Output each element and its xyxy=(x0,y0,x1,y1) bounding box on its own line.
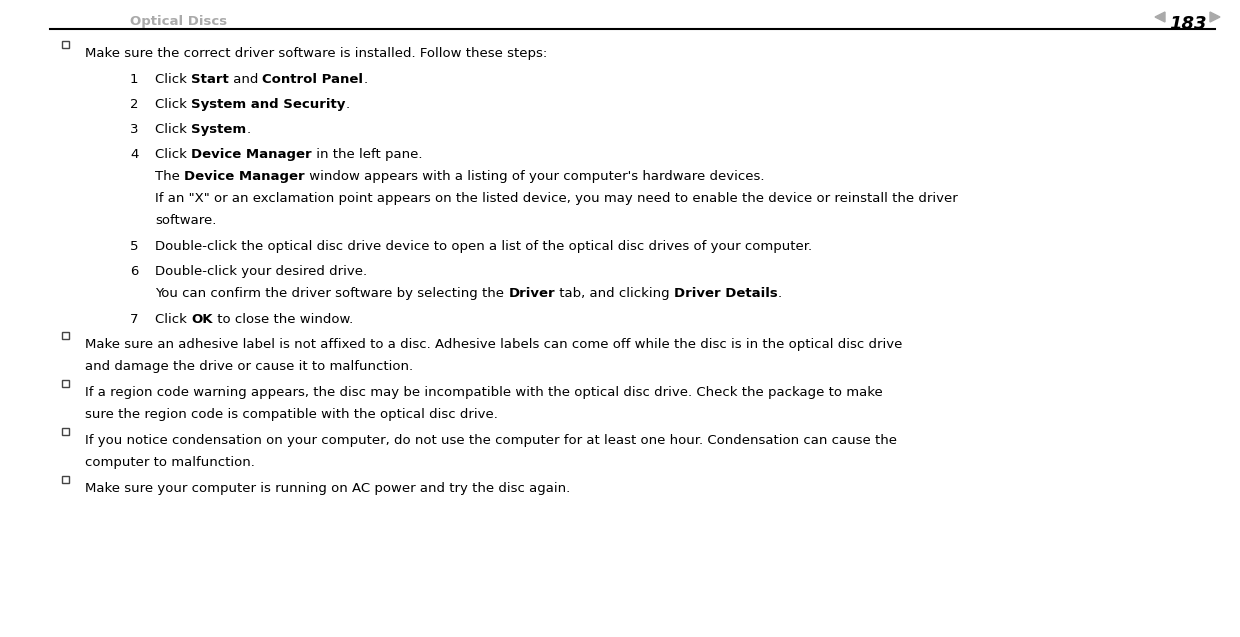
Bar xyxy=(62,476,69,483)
Text: to close the window.: to close the window. xyxy=(212,313,353,326)
Text: If an "X" or an exclamation point appears on the listed device, you may need to : If an "X" or an exclamation point appear… xyxy=(155,192,957,205)
Text: computer to malfunction.: computer to malfunction. xyxy=(86,456,255,469)
Text: 4: 4 xyxy=(130,148,139,161)
Text: Device Manager: Device Manager xyxy=(191,148,311,161)
Text: If a region code warning appears, the disc may be incompatible with the optical : If a region code warning appears, the di… xyxy=(86,386,883,399)
Text: .: . xyxy=(346,98,350,111)
Bar xyxy=(62,428,69,435)
Text: OK: OK xyxy=(191,313,212,326)
Text: 1: 1 xyxy=(130,73,139,86)
Text: If you notice condensation on your computer, do not use the computer for at leas: If you notice condensation on your compu… xyxy=(86,434,897,447)
Text: 3: 3 xyxy=(130,123,139,136)
Text: Control Panel: Control Panel xyxy=(263,73,363,86)
Text: 7: 7 xyxy=(130,313,139,326)
Text: Click: Click xyxy=(155,73,191,86)
Text: 2: 2 xyxy=(130,98,139,111)
Text: You can confirm the driver software by selecting the: You can confirm the driver software by s… xyxy=(155,287,508,300)
Text: Make sure the correct driver software is installed. Follow these steps:: Make sure the correct driver software is… xyxy=(86,47,547,60)
Text: .: . xyxy=(363,73,367,86)
Text: Optical Discs: Optical Discs xyxy=(130,15,227,28)
Text: Make sure your computer is running on AC power and try the disc again.: Make sure your computer is running on AC… xyxy=(86,482,570,495)
Text: Double-click your desired drive.: Double-click your desired drive. xyxy=(155,265,367,278)
Text: 6: 6 xyxy=(130,265,139,278)
Text: sure the region code is compatible with the optical disc drive.: sure the region code is compatible with … xyxy=(86,408,498,421)
Text: Click: Click xyxy=(155,98,191,111)
Text: Start: Start xyxy=(191,73,229,86)
Text: .: . xyxy=(777,287,781,300)
Bar xyxy=(62,380,69,387)
Text: Click: Click xyxy=(155,313,191,326)
Text: Make sure an adhesive label is not affixed to a disc. Adhesive labels can come o: Make sure an adhesive label is not affix… xyxy=(86,338,903,351)
Text: The: The xyxy=(155,170,184,183)
Bar xyxy=(62,41,69,48)
Text: Driver: Driver xyxy=(508,287,554,300)
Polygon shape xyxy=(1154,12,1166,22)
Text: software.: software. xyxy=(155,214,216,227)
Text: tab, and clicking: tab, and clicking xyxy=(554,287,673,300)
Text: in the left pane.: in the left pane. xyxy=(311,148,423,161)
Text: .: . xyxy=(247,123,250,136)
Text: Device Manager: Device Manager xyxy=(184,170,305,183)
Text: Click: Click xyxy=(155,123,191,136)
Text: 183: 183 xyxy=(1169,15,1207,33)
Text: System and Security: System and Security xyxy=(191,98,346,111)
Text: window appears with a listing of your computer's hardware devices.: window appears with a listing of your co… xyxy=(305,170,764,183)
Bar xyxy=(62,332,69,339)
Polygon shape xyxy=(1210,12,1220,22)
Text: Driver Details: Driver Details xyxy=(673,287,777,300)
Text: and damage the drive or cause it to malfunction.: and damage the drive or cause it to malf… xyxy=(86,360,413,373)
Text: Double-click the optical disc drive device to open a list of the optical disc dr: Double-click the optical disc drive devi… xyxy=(155,240,812,253)
Text: Click: Click xyxy=(155,148,191,161)
Text: and: and xyxy=(229,73,263,86)
Text: System: System xyxy=(191,123,247,136)
Text: 5: 5 xyxy=(130,240,139,253)
